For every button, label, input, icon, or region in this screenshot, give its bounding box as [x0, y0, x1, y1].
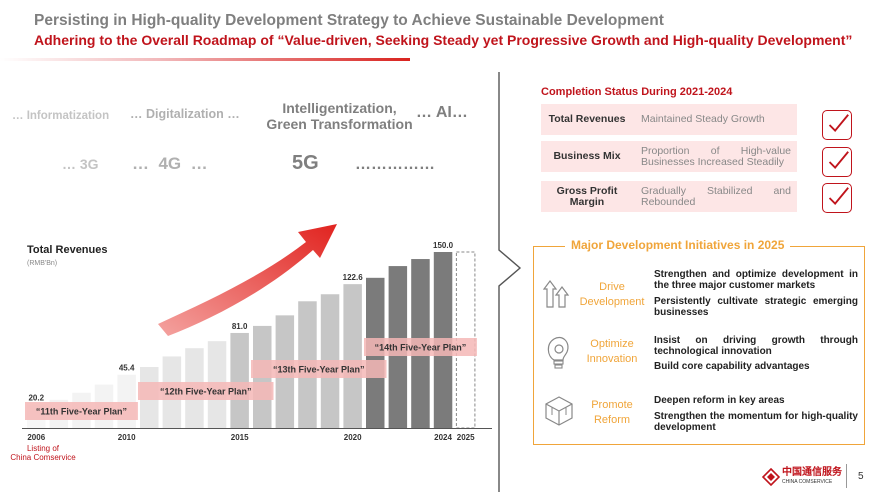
- initiative-bullet: Build core capability advantages: [654, 361, 858, 373]
- plan-band: [364, 338, 477, 356]
- initiative-bullet-text: Strengthen and optimize development in t…: [654, 269, 858, 291]
- revenue-title: Total Revenues: [27, 244, 108, 256]
- initiative-bullet-text: Build core capability advantages: [654, 361, 810, 372]
- bar-2010: [117, 374, 136, 428]
- listing-label-line1: Listing of: [26, 444, 60, 453]
- completion-row: Total Revenues Maintained Steady Growth: [541, 104, 797, 135]
- completion-text: Gradually Stabilized and Rebounded: [641, 185, 791, 208]
- data-label-2024: 150.0: [433, 241, 454, 250]
- growth-arrows-icon: [543, 280, 570, 308]
- checkmark-icon: [822, 110, 852, 140]
- plan-label: “11th Five-Year Plan”: [36, 407, 127, 417]
- era-intelligent-line1: Intelligentization,: [282, 100, 397, 116]
- completion-text: Proportion of High-value Businesses Incr…: [641, 145, 791, 168]
- initiative-heading-line1: Promote: [591, 399, 633, 411]
- completion-row: Business Mix Proportion of High-value Bu…: [541, 141, 797, 172]
- checkmark-icon: [822, 183, 852, 213]
- footer-divider: [846, 464, 847, 488]
- x-tick-2020: 2020: [344, 433, 362, 442]
- data-label-2015: 81.0: [232, 322, 248, 331]
- checkmark-icon: [822, 147, 852, 177]
- completion-row: Gross Profit Margin Gradually Stabilized…: [541, 181, 797, 212]
- era-ai: … AI…: [416, 104, 468, 121]
- initiative-bullet-text: Strengthen the momentum for high-quality…: [654, 411, 858, 433]
- x-tick-2010: 2010: [118, 433, 136, 442]
- lightbulb-gear-icon: [547, 336, 569, 369]
- completion-label: Gross Profit Margin: [556, 184, 618, 208]
- plan-label: “14th Five-Year Plan”: [375, 343, 467, 353]
- initiative-heading: Promote Reform: [574, 398, 650, 428]
- plan-band: [251, 360, 387, 378]
- completion-label: Business Mix: [553, 150, 621, 162]
- initiative-heading-line2: Reform: [593, 414, 631, 426]
- title-underline: [0, 58, 410, 61]
- page-number: 5: [858, 471, 864, 482]
- company-logo-en: CHINA COMSERVICE: [782, 479, 833, 485]
- section-separator: [498, 72, 522, 492]
- initiative-heading: Optimize Innovation: [574, 337, 650, 367]
- data-label-2010: 45.4: [119, 364, 135, 373]
- initiative-bullet-text: Insist on driving growth through technol…: [654, 335, 858, 357]
- company-logo-icon: [761, 467, 781, 487]
- bar-2015: [230, 332, 249, 428]
- data-label-2020: 122.6: [343, 273, 364, 282]
- initiative-bullet-text: Persistently cultivate strategic emergin…: [654, 296, 858, 318]
- x-tick-2024: 2024: [434, 433, 452, 442]
- initiative-heading-line1: Drive: [599, 281, 625, 293]
- era-5g: 5G: [292, 152, 319, 174]
- plan-band: [25, 402, 138, 420]
- plan-band: [138, 382, 274, 400]
- era-3g: … 3G: [62, 156, 99, 172]
- initiative-heading-line2: Development: [579, 296, 645, 308]
- initiative-heading-line2: Innovation: [586, 353, 638, 365]
- era-informatization: … Informatization: [12, 110, 110, 122]
- initiative-bullet-text: Deepen reform in key areas: [654, 395, 785, 406]
- initiative-bullet: Deepen reform in key areas: [654, 395, 858, 407]
- era-digitalization: … Digitalization …: [130, 107, 240, 121]
- cube-icon: [545, 396, 573, 426]
- initiatives-title: Major Development Initiatives in 2025: [565, 238, 791, 252]
- company-logo-cn: 中国通信服务: [782, 467, 842, 478]
- plan-label: “12th Five-Year Plan”: [160, 387, 252, 397]
- completion-text: Maintained Steady Growth: [641, 113, 765, 126]
- growth-arrow-icon: [158, 224, 337, 336]
- x-tick-2025: 2025: [457, 433, 475, 442]
- revenue-chart: “11th Five-Year Plan” “12th Five-Year Pla…: [22, 224, 492, 442]
- x-tick-2006: 2006: [27, 433, 45, 442]
- initiative-heading: Drive Development: [574, 280, 650, 310]
- revenue-unit: (RMB'Bn): [27, 260, 58, 267]
- initiative-bullet: Strengthen the momentum for high-quality…: [654, 411, 858, 433]
- bar-2020: [343, 284, 362, 428]
- data-label-2006: 20.2: [28, 393, 44, 402]
- plan-label: “13th Five-Year Plan”: [273, 365, 365, 375]
- initiative-heading-line1: Optimize: [590, 338, 634, 350]
- completion-label: Total Revenues: [548, 113, 626, 125]
- era-4g: … 4G …: [132, 154, 208, 173]
- completion-title: Completion Status During 2021-2024: [541, 86, 733, 98]
- x-tick-2015: 2015: [231, 433, 249, 442]
- listing-label-line2: China Comservice: [10, 453, 76, 462]
- page-subtitle: Adhering to the Overall Roadmap of “Valu…: [34, 32, 853, 48]
- initiative-bullet: Insist on driving growth through technol…: [654, 335, 858, 357]
- era-dots: ……………: [355, 156, 435, 173]
- era-intelligent-line2: Green Transformation: [266, 116, 413, 132]
- listing-label: Listing of China Comservice: [8, 444, 78, 462]
- page-title: Persisting in High-quality Development S…: [34, 12, 664, 29]
- initiative-bullet: Persistently cultivate strategic emergin…: [654, 296, 858, 318]
- era-intelligentization: Intelligentization, Green Transformation: [262, 100, 417, 132]
- initiative-bullet: Strengthen and optimize development in t…: [654, 269, 858, 291]
